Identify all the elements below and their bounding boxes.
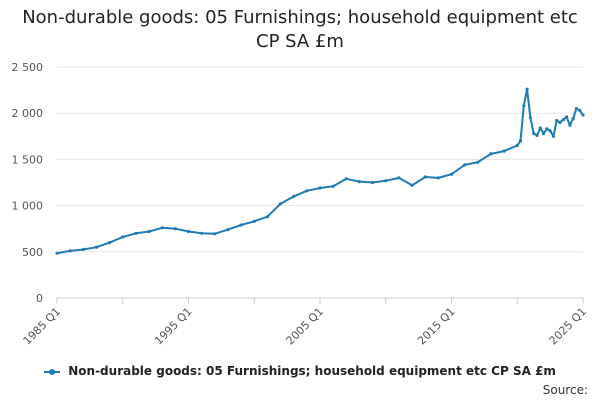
data-point (551, 134, 556, 138)
y-tick-label: 0 (36, 292, 43, 305)
data-point (568, 123, 572, 127)
x-tick-label: 1995 Q1 (152, 305, 195, 348)
data-point (94, 245, 98, 249)
data-point (541, 131, 546, 136)
data-point (292, 194, 296, 198)
data-point (226, 228, 230, 232)
data-point (200, 231, 204, 235)
data-point (173, 227, 177, 231)
series-points (55, 87, 585, 255)
data-point (548, 129, 552, 133)
x-tick-label: 2015 Q1 (415, 305, 458, 348)
data-point (239, 223, 243, 227)
series-line-path (56, 88, 584, 255)
chart-title: Non-durable goods: 05 Furnishings; house… (22, 7, 578, 52)
data-point (160, 226, 164, 230)
data-point (449, 172, 454, 176)
data-point (528, 116, 533, 120)
data-point (571, 117, 575, 121)
data-point (578, 108, 582, 112)
y-axis-tick-labels: 0 500 1 000 1 500 2 000 2 500 (12, 61, 44, 305)
data-point (558, 120, 562, 124)
data-point (68, 249, 72, 253)
data-point (502, 149, 506, 153)
data-point (565, 115, 569, 119)
data-point (331, 184, 335, 188)
data-point (108, 241, 112, 245)
data-point (121, 235, 125, 239)
y-tick-label: 2 000 (12, 107, 44, 120)
data-point (186, 229, 191, 234)
data-point (436, 176, 440, 180)
data-point (489, 152, 493, 156)
data-point (518, 139, 523, 143)
data-point (147, 229, 151, 234)
data-point (410, 183, 414, 187)
data-point (515, 143, 519, 148)
data-point (265, 215, 269, 219)
x-axis: 1985 Q1 1995 Q1 2005 Q1 2015 Q1 2025 Q1 (21, 297, 590, 348)
data-point (561, 118, 565, 122)
data-point (357, 180, 361, 184)
data-point (213, 232, 217, 236)
legend[interactable]: Non-durable goods: 05 Furnishings; house… (0, 364, 600, 378)
legend-label: Non-durable goods: 05 Furnishings; house… (68, 364, 556, 378)
data-point (397, 176, 401, 180)
data-point (538, 126, 542, 130)
data-point (371, 180, 375, 185)
y-tick-label: 2 500 (12, 61, 44, 74)
data-point (555, 119, 559, 123)
data-point (134, 231, 138, 235)
data-point (525, 87, 529, 91)
data-point (55, 251, 59, 255)
y-tick-label: 1 500 (12, 153, 44, 166)
data-point (81, 247, 85, 252)
data-point (545, 127, 549, 131)
data-point (423, 175, 427, 179)
y-tick-label: 1 000 (12, 200, 44, 213)
data-point (476, 160, 480, 164)
grid (57, 66, 583, 253)
source-label: Source: (542, 383, 588, 397)
data-point (463, 163, 467, 167)
data-point (532, 131, 536, 136)
data-point (535, 133, 539, 137)
series-line (56, 88, 584, 255)
legend-swatch-icon (44, 367, 61, 377)
x-tick-label: 2025 Q1 (547, 305, 590, 348)
data-point (305, 189, 309, 193)
data-point (574, 107, 579, 111)
data-point (384, 179, 388, 183)
data-point (344, 177, 348, 181)
data-point (252, 219, 256, 223)
y-tick-label: 500 (22, 246, 43, 259)
x-tick-label: 2005 Q1 (284, 305, 327, 348)
data-point (318, 186, 322, 190)
data-point (522, 104, 526, 108)
x-tick-label: 1985 Q1 (21, 305, 64, 348)
data-point (581, 113, 585, 117)
data-point (278, 202, 283, 206)
